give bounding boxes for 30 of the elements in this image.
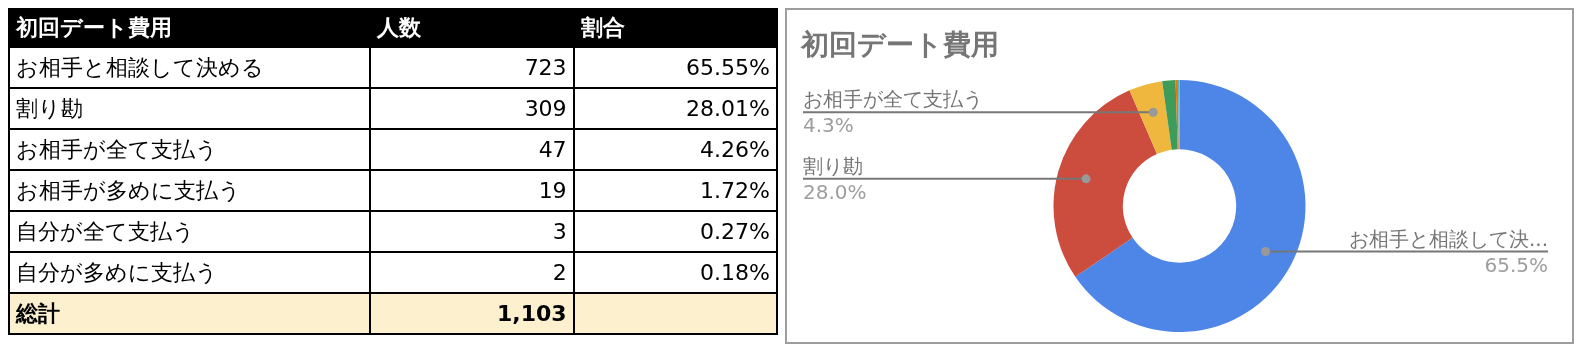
text: 19 — [538, 178, 567, 203]
category-label: お相手が多めに支払う — [16, 177, 241, 203]
category-label: 割合 — [573, 9, 777, 47]
text: 47 — [538, 137, 567, 162]
text: 0.27% — [700, 219, 770, 244]
data-label: 4.3% — [803, 113, 854, 138]
text: 723 — [524, 55, 567, 80]
text: 65.55% — [686, 55, 770, 80]
category-label: 割り勘 — [16, 95, 83, 121]
data-label: 28.0% — [803, 179, 867, 204]
category-label: 自分が多めに支払う — [16, 259, 218, 285]
text: 3 — [552, 219, 567, 244]
category-label: 人数 — [370, 9, 574, 47]
data-label: 65.5% — [1484, 252, 1548, 277]
text: 28.01% — [686, 96, 770, 121]
slice-label: お相手と相談して決... — [1348, 226, 1548, 251]
chart-title: 初回デート費用 — [800, 28, 999, 61]
category-label: お相手が全て支払う — [16, 136, 218, 162]
text: 1.72% — [700, 178, 770, 203]
category-label: 総計 — [16, 300, 60, 326]
text: 1,103 — [497, 301, 567, 326]
text: 309 — [524, 96, 567, 121]
slice-label: お相手が全て支払う — [803, 87, 983, 112]
text: 初回デート費用 — [9, 9, 371, 47]
category-label: お相手と相談して決める — [16, 54, 264, 80]
slice-label: 割り勘 — [803, 153, 863, 178]
category-label: 自分が全て支払う — [16, 218, 195, 244]
text: 2 — [552, 260, 567, 285]
text: 4.26% — [700, 137, 770, 162]
text: 0.18% — [700, 260, 770, 285]
